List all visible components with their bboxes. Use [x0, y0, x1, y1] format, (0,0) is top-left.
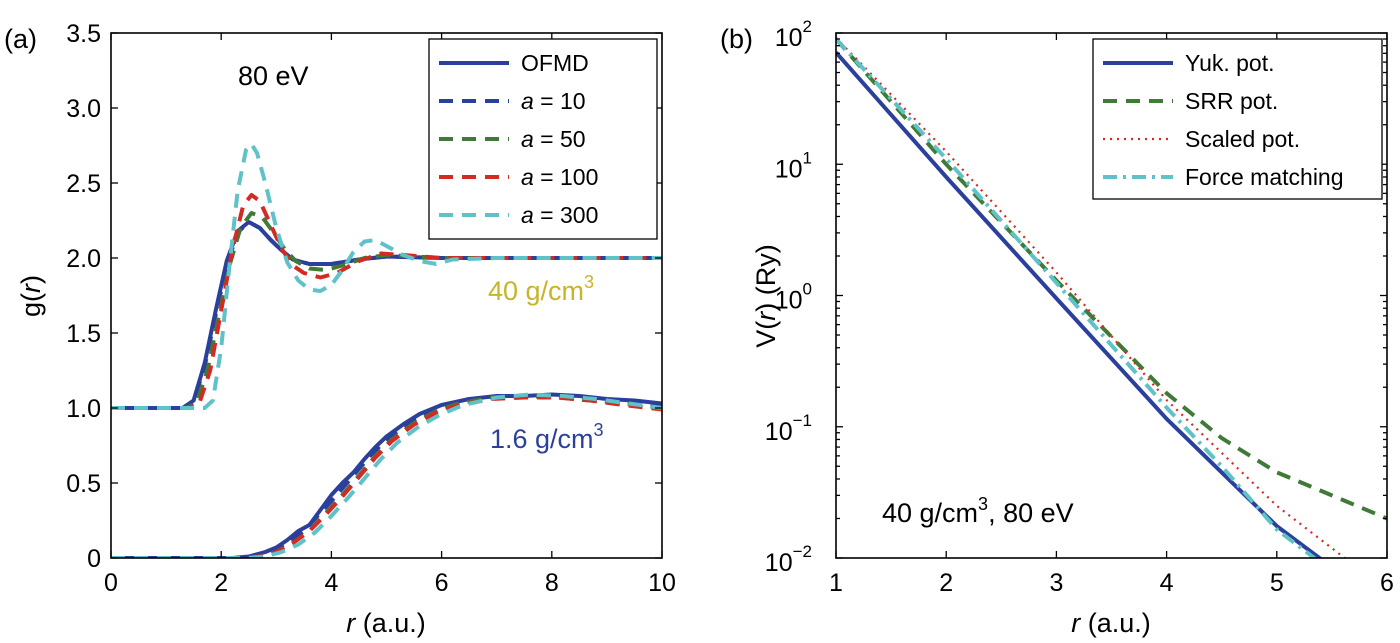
b-ann-text: 40 g/cm	[882, 498, 978, 528]
panel-b-x-tick-label: 5	[1270, 569, 1284, 597]
x-unit: (a.u.)	[355, 608, 426, 638]
panel-a-legend-entry: a = 100	[521, 164, 598, 190]
panel-a-ticks: 0 2 4 6 8 10 0 0.5 1.0 1.5 2.0 2.5 3.0 3.5	[66, 20, 676, 597]
panel-a-y-tick-label: 0	[87, 545, 101, 573]
panel-b-x-tick-label: 3	[1049, 569, 1063, 597]
panel-a-x-tick-label: 4	[324, 569, 338, 597]
panel-a-y-tick-label: 2.5	[66, 170, 101, 198]
panel-b-legend-entry: Yuk. pot.	[1185, 50, 1275, 76]
panel-a-series-ofmd-1_6	[111, 392, 662, 558]
panel-b-y-axis-label: V(r) (Ry)	[751, 244, 781, 347]
panel-b-x-axis-label: r (a.u.)	[1071, 608, 1151, 638]
panel-b-legend-entry: Force matching	[1185, 164, 1344, 190]
panel-a-series-a-10-40	[111, 220, 662, 410]
panel-a-y-tick-label: 1.5	[66, 320, 101, 348]
panel-b-y-tick-label: 102	[775, 17, 812, 52]
panel-a-series-a-50-1_6	[111, 394, 662, 558]
panel-b-label: (b)	[720, 24, 753, 54]
density-high-text: 40 g/cm	[488, 276, 584, 306]
panel-b-legend: Yuk. pot. SRR pot. Scaled pot. Force matchi…	[1092, 38, 1383, 200]
density-low-text: 1.6 g/cm	[490, 424, 594, 454]
b-ann-tail: , 80 eV	[988, 498, 1074, 528]
x-var: r	[346, 608, 356, 638]
y-var: r	[751, 311, 781, 321]
b-ann-sup: 3	[978, 494, 988, 514]
panel-b-x-tick-label: 6	[1380, 569, 1394, 597]
y-suffix: )	[16, 275, 46, 284]
panel-b-y-tick-exponent: 1	[803, 148, 812, 167]
panel-a-annotation-density-low: 1.6 g/cm3	[490, 420, 604, 454]
panel-a-x-tick-label: 6	[435, 569, 449, 597]
density-low-sup: 3	[594, 420, 604, 440]
panel-a-y-tick-label: 3.0	[66, 95, 101, 123]
panel-b-series-yuk-pot	[836, 51, 1323, 558]
panel-b-series	[836, 37, 1387, 558]
panel-a-y-axis-label: g(r)	[16, 275, 46, 317]
panel-b-legend-entry: Scaled pot.	[1185, 126, 1300, 152]
panel-a-label: (a)	[4, 24, 37, 54]
panel-b-series-srr-pot	[836, 37, 1387, 521]
panel-b-y-tick-label: 10−2	[765, 542, 812, 577]
panel-a-legend-entry: OFMD	[521, 50, 589, 76]
panel-a-legend-entry: a = 10	[521, 88, 586, 114]
panel-b-legend-box	[1092, 38, 1383, 200]
panel-a-x-axis-label: r (a.u.)	[346, 608, 426, 638]
panel-b-annotation: 40 g/cm3, 80 eV	[882, 494, 1074, 528]
panel-a-x-tick-label: 0	[104, 569, 118, 597]
panel-a-y-tick-label: 3.5	[66, 20, 101, 48]
panel-a-series-a-10-1_6	[111, 394, 662, 558]
panel-a-legend-entry: a = 300	[521, 202, 598, 228]
panel-b-x-tick-label: 4	[1160, 569, 1174, 597]
x-var: r	[1071, 608, 1081, 638]
panel-a-x-tick-label: 2	[214, 569, 228, 597]
panel-a-series-a-300-1_6	[111, 392, 662, 558]
y-suffix: ) (Ry)	[751, 244, 781, 311]
panel-a-series-a-300-40	[111, 142, 662, 410]
panel-b-y-tick-label: 10−1	[765, 411, 812, 446]
panel-b-y-tick-exponent: −1	[793, 411, 812, 430]
panel-a-x-tick-label: 8	[545, 569, 559, 597]
panel-a-legend: OFMD a = 10 a = 50 a = 100 a = 300	[428, 38, 658, 240]
panel-a-y-tick-label: 2.0	[66, 245, 101, 273]
panel-a-y-tick-label: 0.5	[66, 470, 101, 498]
panel-a-series-a-50-40	[111, 211, 662, 410]
panel-a-x-tick-label: 10	[648, 569, 676, 597]
panel-b-legend-entry: SRR pot.	[1185, 88, 1278, 114]
density-high-sup: 3	[584, 272, 594, 292]
panel-a-legend-entry: a = 50	[521, 126, 586, 152]
panel-a-annotation-density-high: 40 g/cm3	[488, 272, 594, 306]
panel-b-series-force-matching	[836, 37, 1318, 558]
panel-b-y-tick-exponent: −2	[793, 542, 812, 561]
panel-b-y-tick-label: 101	[775, 148, 812, 183]
panel-a-series-ofmd-40	[111, 220, 662, 410]
y-prefix: V(	[751, 321, 781, 348]
panel-b-y-tick-exponent: 2	[803, 17, 812, 36]
y-var: r	[16, 283, 46, 293]
panel-b-series-scaled-pot	[836, 37, 1347, 558]
panel-a-series-a-100-40	[111, 193, 662, 410]
panel-a-annotation-energy: 80 eV	[238, 61, 309, 91]
panel-a-series-a-100-1_6	[111, 395, 662, 558]
panel-a-y-tick-label: 1.0	[66, 395, 101, 423]
panel-a-series	[111, 142, 662, 558]
panel-b-y-tick-exponent: 0	[803, 280, 812, 299]
x-unit: (a.u.)	[1080, 608, 1151, 638]
panel-a-axes-frame	[110, 32, 663, 559]
panel-b-x-tick-label: 2	[939, 569, 953, 597]
panel-b-x-tick-label: 1	[829, 569, 843, 597]
y-prefix: g(	[16, 293, 46, 317]
